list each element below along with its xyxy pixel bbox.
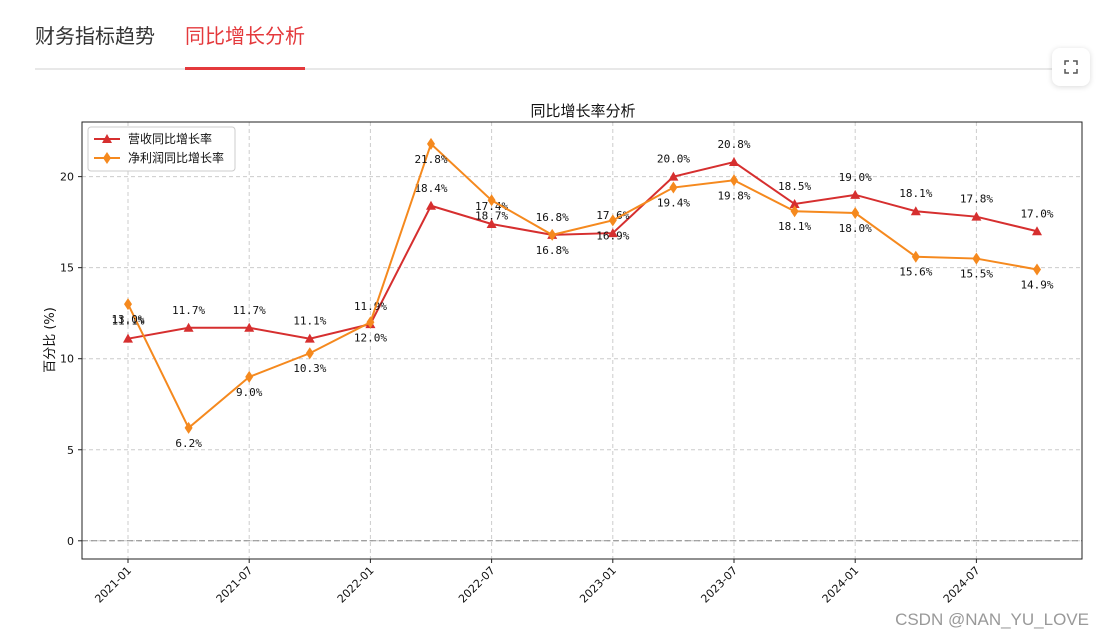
data-point [123,333,133,343]
data-point [548,228,557,241]
data-point [607,228,618,238]
x-tick-label: 2024-01 [820,564,862,606]
x-tick-label: 2023-01 [577,564,619,606]
data-label: 11.1% [111,315,144,328]
data-label: 19.4% [657,197,690,210]
y-axis-label: 百分比 (%) [43,307,58,373]
y-tick-label: 15 [60,262,74,275]
tab-yoy-growth[interactable]: 同比增长分析 [185,20,305,70]
data-label: 6.2% [175,437,202,450]
series-1: 11.1% 11.7% 11.7% 11.1% 11.9% 18.4% 17.4% 16.8%… [111,138,1054,343]
legend-label: 营收同比增长率 [128,131,212,146]
data-label: 21.8% [414,153,447,166]
data-label: 11.9% [354,300,387,313]
data-point [426,200,436,210]
data-point [183,322,194,332]
series-group: 11.1% 11.7% 11.7% 11.1% 11.9% 18.4% 17.4% 16.8%… [111,137,1054,450]
data-point [972,252,981,265]
data-point [304,333,315,343]
data-point [124,298,132,311]
grid [82,122,1082,559]
y-tick-label: 10 [60,353,74,366]
data-label: 12.0% [354,331,387,344]
data-label: 17.0% [1020,207,1053,220]
data-point [486,218,497,228]
x-tick-label: 2024-07 [941,564,983,606]
data-label: 16.8% [536,244,569,257]
data-label: 18.5% [778,180,811,193]
data-label: 15.5% [960,268,993,281]
tab-financial-trends[interactable]: 财务指标趋势 [35,24,155,48]
data-point [184,421,193,434]
data-label: 15.6% [899,266,932,279]
x-axis: 2021-01 2021-07 2022-01 2022-07 2023-01 2023-… [92,559,983,606]
data-label: 11.1% [293,315,326,328]
x-tick-label: 2022-07 [456,564,498,606]
chart-title: 同比增长率分析 [530,102,635,120]
data-point [427,137,435,150]
legend-marker [103,152,111,164]
data-point [850,189,861,199]
data-point [245,370,254,383]
data-label: 20.8% [717,138,750,151]
data-point [1033,263,1041,276]
data-point [1032,226,1042,236]
data-point [305,347,314,360]
data-point [910,206,921,216]
data-label: 14.9% [1020,278,1053,291]
series-line [127,160,1038,340]
x-tick-label: 2022-01 [335,564,377,606]
data-point [851,207,860,220]
fullscreen-icon [1064,60,1078,74]
tab-bar: 财务指标趋势 同比增长分析 [35,0,1090,70]
y-tick-label: 5 [67,444,74,457]
data-point [244,322,255,332]
data-label: 13.0% [111,313,144,326]
data-label: 19.0% [839,171,872,184]
data-label: 17.4% [475,200,508,213]
plot-frame [81,121,1083,560]
data-label: 18.1% [899,187,932,200]
fullscreen-button[interactable] [1052,48,1090,86]
data-point [790,205,799,218]
data-point [608,214,617,227]
data-point [911,250,920,263]
data-point [730,174,738,187]
data-label: 10.3% [293,362,326,375]
legend-marker [102,134,112,143]
data-label: 16.8% [536,211,569,224]
data-label: 19.8% [717,189,750,202]
series-line [127,142,1038,430]
legend-label: 净利润同比增长率 [128,150,224,165]
x-tick-label: 2021-07 [214,564,256,606]
data-point [487,194,496,207]
x-tick-label: 2021-01 [92,564,134,606]
y-tick-label: 0 [67,535,74,548]
series-2: 13.0% 6.2% 9.0% 10.3% 12.0% 21.8% 18.7% 16.8% 16… [111,137,1054,450]
data-label: 17.8% [960,193,993,206]
data-label: 18.1% [778,220,811,233]
x-tick-label: 2023-07 [698,564,740,606]
data-label: 9.0% [236,386,263,399]
data-point [971,211,982,221]
data-label: 18.0% [839,222,872,235]
data-label: 18.7% [475,209,508,222]
data-point [789,198,800,208]
data-point [668,171,679,181]
data-label: 16.9% [596,229,629,242]
data-point [729,157,739,167]
y-axis: 0 5 10 15 20 [60,171,82,548]
data-label: 18.4% [414,182,447,195]
data-point [669,181,678,194]
data-label: 11.7% [172,304,205,317]
legend-box [87,126,236,172]
data-point [366,316,375,329]
data-label: 11.7% [233,304,266,317]
y-tick-label: 20 [60,171,74,184]
data-label: 20.0% [657,153,690,166]
watermark: CSDN @NAN_YU_LOVE [895,610,1089,629]
